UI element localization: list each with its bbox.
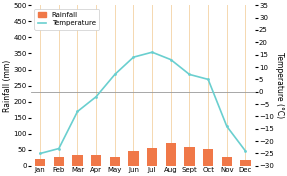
Bar: [110, 157, 120, 166]
Bar: [128, 151, 139, 166]
Bar: [91, 155, 101, 166]
Bar: [35, 159, 45, 166]
Bar: [166, 143, 176, 166]
Y-axis label: Temperature (°C): Temperature (°C): [275, 52, 284, 119]
Bar: [72, 155, 83, 166]
Y-axis label: Rainfall (mm): Rainfall (mm): [3, 59, 12, 112]
Bar: [203, 149, 213, 166]
Bar: [240, 160, 251, 166]
Legend: Rainfall, Temperature: Rainfall, Temperature: [34, 9, 99, 30]
Bar: [54, 157, 64, 166]
Bar: [147, 148, 157, 166]
Bar: [222, 157, 232, 166]
Bar: [184, 147, 195, 166]
